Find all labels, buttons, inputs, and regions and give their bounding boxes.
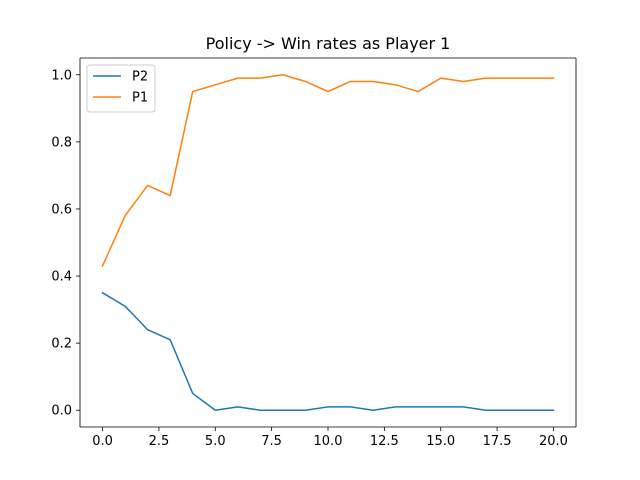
legend-label-p2: P2 [132,70,148,85]
y-tick-label: 0.0 [51,404,72,419]
x-tick-label: 12.5 [370,434,399,449]
plot-area: 0.0 2.5 5.0 7.5 10.0 12.5 15.0 17.5 20.0 0.0 0.2 0.… [51,57,577,449]
legend-label-p1: P1 [132,91,148,106]
chart-title: Policy -> Win rates as Player 1 [206,34,451,53]
x-tick-label: 10.0 [314,434,343,449]
y-tick-label: 0.2 [51,337,72,352]
x-tick-label: 7.5 [261,434,282,449]
y-tick-label: 0.4 [51,270,72,285]
x-tick-label: 2.5 [149,434,170,449]
x-tick-label: 5.0 [205,434,226,449]
y-tick-label: 0.6 [51,202,72,217]
series-line-p2 [101,291,555,411]
x-tick-label: 20.0 [539,434,568,449]
x-tick-label: 0.0 [92,434,113,449]
y-tick-label: 0.8 [51,135,72,150]
x-tick-label: 17.5 [483,434,512,449]
series-line-p1 [101,74,555,267]
x-tick-label: 15.0 [426,434,455,449]
y-tick-label: 1.0 [51,68,72,83]
